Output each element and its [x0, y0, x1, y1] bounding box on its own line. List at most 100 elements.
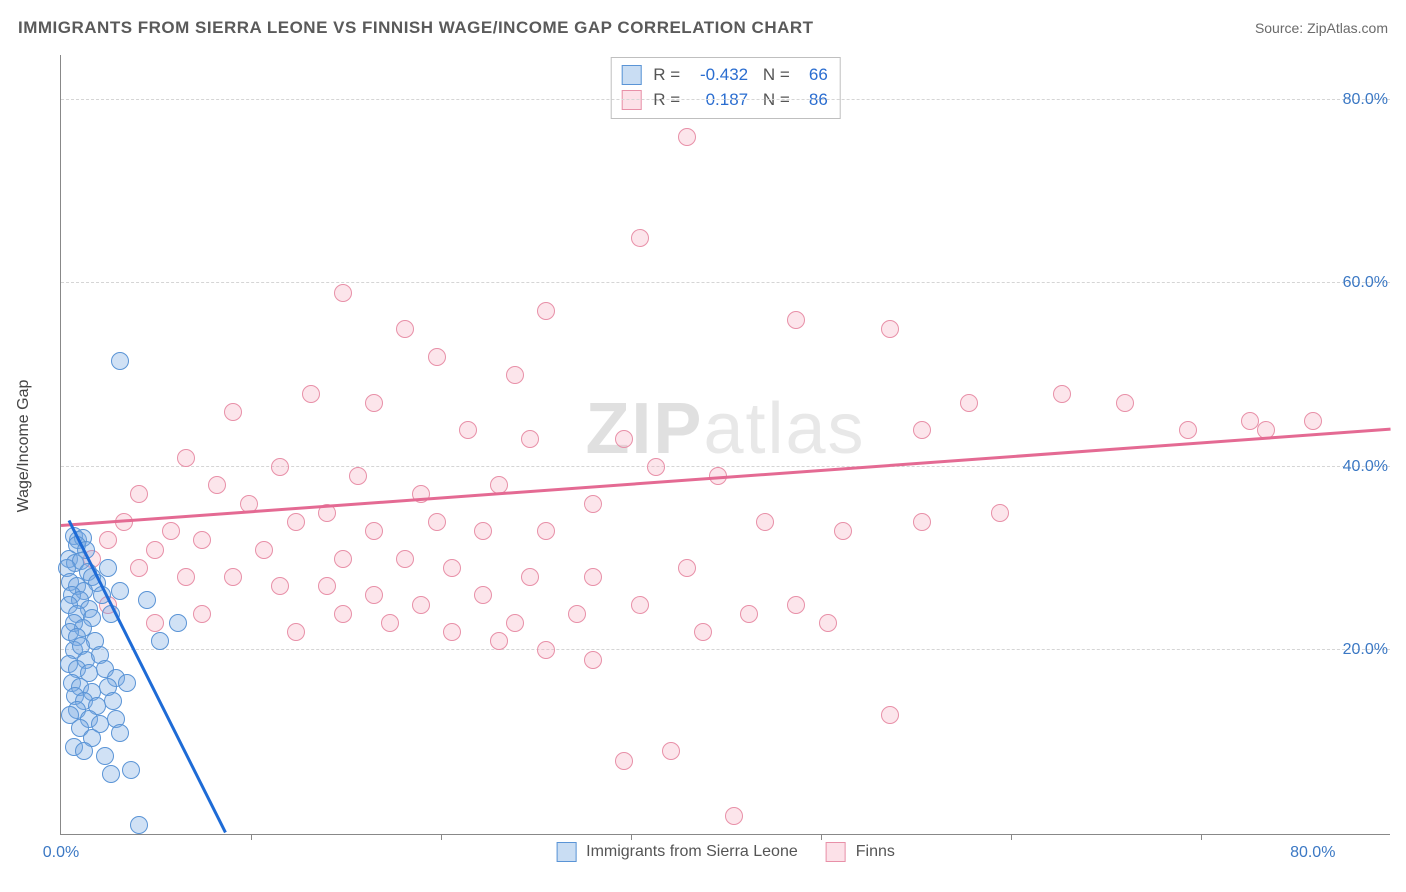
- data-point-pink: [208, 476, 226, 494]
- data-point-blue: [138, 591, 156, 609]
- data-point-pink: [287, 513, 305, 531]
- data-point-pink: [521, 430, 539, 448]
- data-point-pink: [615, 430, 633, 448]
- data-point-pink: [349, 467, 367, 485]
- tick-v: [1201, 834, 1202, 840]
- data-point-pink: [412, 596, 430, 614]
- data-point-pink: [506, 614, 524, 632]
- data-point-pink: [130, 485, 148, 503]
- data-point-pink: [1304, 412, 1322, 430]
- data-point-pink: [678, 128, 696, 146]
- gridline-h: [61, 99, 1390, 100]
- data-point-pink: [428, 348, 446, 366]
- data-point-pink: [694, 623, 712, 641]
- gridline-h: [61, 282, 1390, 283]
- data-point-pink: [913, 421, 931, 439]
- data-point-pink: [1179, 421, 1197, 439]
- data-point-pink: [881, 706, 899, 724]
- data-point-pink: [631, 596, 649, 614]
- swatch-pink-icon: [826, 842, 846, 862]
- stats-row-blue: R = -0.432 N = 66: [621, 63, 828, 88]
- xtick-label: 0.0%: [43, 844, 79, 862]
- data-point-blue: [151, 632, 169, 650]
- data-point-blue: [99, 559, 117, 577]
- swatch-blue-icon: [556, 842, 576, 862]
- legend-label-blue: Immigrants from Sierra Leone: [586, 843, 798, 861]
- tick-v: [251, 834, 252, 840]
- data-point-blue: [111, 352, 129, 370]
- data-point-pink: [365, 394, 383, 412]
- y-axis-label: Wage/Income Gap: [15, 380, 33, 513]
- data-point-pink: [834, 522, 852, 540]
- data-point-pink: [271, 577, 289, 595]
- data-point-pink: [1116, 394, 1134, 412]
- scatter-plot: ZIPatlas R = -0.432 N = 66 R = 0.187 N =…: [60, 55, 1390, 835]
- gridline-h: [61, 466, 1390, 467]
- data-point-pink: [302, 385, 320, 403]
- data-point-pink: [99, 531, 117, 549]
- swatch-pink-icon: [621, 90, 641, 110]
- data-point-pink: [537, 522, 555, 540]
- swatch-blue-icon: [621, 65, 641, 85]
- data-point-pink: [162, 522, 180, 540]
- data-point-pink: [177, 449, 195, 467]
- tick-v: [441, 834, 442, 840]
- data-point-blue: [102, 765, 120, 783]
- stat-n-pink: 86: [800, 88, 828, 113]
- data-point-pink: [146, 541, 164, 559]
- data-point-pink: [787, 596, 805, 614]
- data-point-pink: [584, 651, 602, 669]
- legend-item-pink: Finns: [826, 842, 895, 862]
- data-point-pink: [631, 229, 649, 247]
- trend-line-pink: [61, 428, 1391, 527]
- data-point-pink: [725, 807, 743, 825]
- data-point-blue: [96, 747, 114, 765]
- data-point-pink: [334, 550, 352, 568]
- data-point-pink: [662, 742, 680, 760]
- data-point-blue: [111, 582, 129, 600]
- data-point-pink: [584, 495, 602, 513]
- data-point-pink: [1053, 385, 1071, 403]
- watermark: ZIPatlas: [585, 388, 865, 470]
- data-point-pink: [756, 513, 774, 531]
- data-point-pink: [224, 568, 242, 586]
- data-point-blue: [169, 614, 187, 632]
- data-point-pink: [568, 605, 586, 623]
- data-point-pink: [428, 513, 446, 531]
- data-point-pink: [991, 504, 1009, 522]
- data-point-blue: [75, 742, 93, 760]
- data-point-pink: [537, 302, 555, 320]
- data-point-pink: [224, 403, 242, 421]
- data-point-pink: [647, 458, 665, 476]
- data-point-pink: [255, 541, 273, 559]
- data-point-pink: [521, 568, 539, 586]
- data-point-pink: [318, 577, 336, 595]
- stat-r-blue: -0.432: [690, 63, 748, 88]
- data-point-pink: [334, 284, 352, 302]
- data-point-pink: [396, 320, 414, 338]
- data-point-pink: [271, 458, 289, 476]
- ytick-label: 80.0%: [1343, 91, 1392, 109]
- stats-legend-box: R = -0.432 N = 66 R = 0.187 N = 86: [610, 57, 841, 119]
- data-point-pink: [881, 320, 899, 338]
- stat-n-blue: 66: [800, 63, 828, 88]
- data-point-pink: [960, 394, 978, 412]
- data-point-pink: [287, 623, 305, 641]
- data-point-pink: [913, 513, 931, 531]
- data-point-pink: [396, 550, 414, 568]
- source-label: Source: ZipAtlas.com: [1255, 20, 1388, 36]
- data-point-pink: [506, 366, 524, 384]
- data-point-blue: [104, 692, 122, 710]
- data-point-pink: [678, 559, 696, 577]
- data-point-pink: [177, 568, 195, 586]
- tick-v: [1011, 834, 1012, 840]
- data-point-pink: [193, 605, 211, 623]
- data-point-pink: [787, 311, 805, 329]
- data-point-pink: [365, 586, 383, 604]
- data-point-blue: [122, 761, 140, 779]
- data-point-pink: [334, 605, 352, 623]
- data-point-pink: [146, 614, 164, 632]
- ytick-label: 20.0%: [1343, 641, 1392, 659]
- data-point-pink: [130, 559, 148, 577]
- data-point-blue: [130, 816, 148, 834]
